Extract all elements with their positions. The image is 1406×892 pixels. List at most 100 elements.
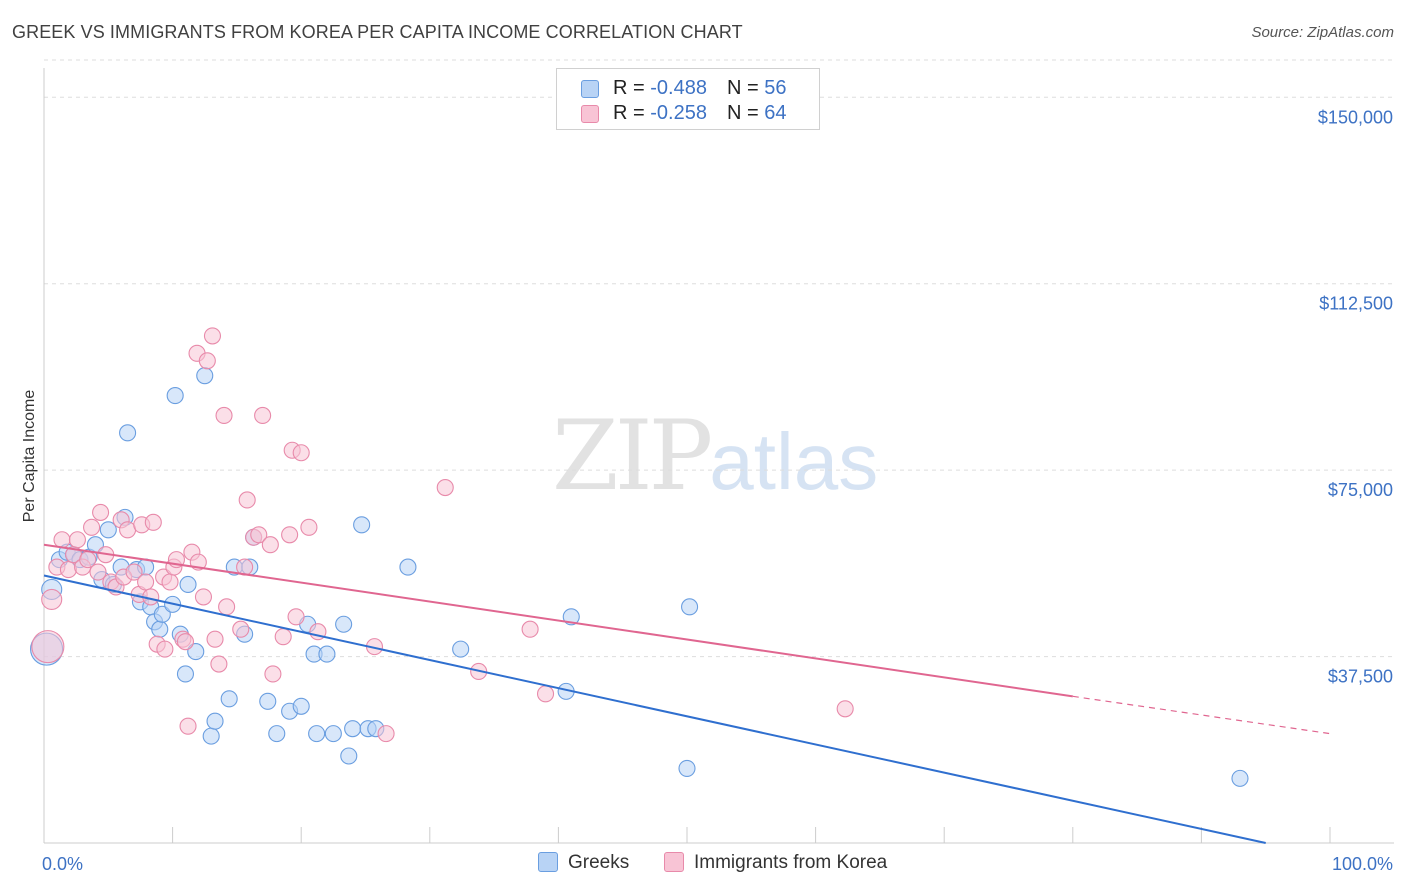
- greeks-point: [153, 605, 171, 623]
- source-label: Source: ZipAtlas.com: [1251, 24, 1394, 41]
- legend-stats-korea: R = -0.258 N = 64: [613, 102, 786, 125]
- korea-point: [125, 563, 143, 581]
- greeks-point: [292, 697, 310, 715]
- watermark-atlas: atlas: [709, 417, 879, 506]
- korea-point: [68, 531, 86, 549]
- trend-layer: [43, 543, 1331, 844]
- korea-point: [210, 655, 228, 673]
- bottom-legend-korea-label: Immigrants from Korea: [694, 852, 888, 873]
- legend-r-label: R =: [613, 102, 651, 124]
- korea-point: [198, 352, 216, 370]
- greeks-point: [452, 640, 470, 658]
- korea-point: [156, 640, 174, 658]
- greeks-point: [187, 643, 205, 661]
- greeks-point: [678, 759, 696, 777]
- korea-point: [176, 633, 195, 651]
- greeks-point: [562, 608, 580, 626]
- bottom-legend-greeks-label: Greeks: [568, 852, 630, 873]
- korea-point: [203, 327, 222, 345]
- korea-point: [92, 503, 110, 521]
- korea-point: [281, 526, 299, 544]
- points-layer: [30, 327, 1249, 787]
- greeks-point: [259, 692, 277, 710]
- legend-r-value: -0.488: [650, 77, 707, 99]
- legend-swatch-korea: [581, 105, 599, 123]
- greeks-point: [151, 620, 169, 638]
- legend-swatch-greeks: [581, 80, 599, 98]
- x-tick-label-min: 0.0%: [42, 854, 83, 874]
- korea-point: [254, 406, 272, 425]
- bottom-swatch-greeks: [538, 852, 558, 872]
- y-tick-label: $112,500: [1319, 294, 1393, 314]
- korea-point: [238, 491, 256, 509]
- greeks-point: [308, 725, 326, 743]
- greeks-point: [340, 747, 358, 765]
- legend-n-value: 64: [764, 102, 787, 124]
- korea-point: [161, 573, 179, 591]
- greeks-point: [202, 727, 220, 745]
- korea-trend-extension: [1072, 695, 1331, 735]
- greeks-point: [324, 725, 342, 743]
- axis-layer: [43, 68, 1394, 844]
- greeks-point: [399, 558, 417, 576]
- korea-point: [218, 598, 236, 616]
- x-tick-label-max: 100.0%: [1332, 854, 1393, 874]
- greeks-point: [179, 575, 197, 594]
- korea-point: [287, 608, 305, 626]
- korea-point: [41, 588, 63, 610]
- y-tick-label: $75,000: [1328, 480, 1393, 500]
- greeks-point: [268, 725, 286, 743]
- korea-point: [31, 630, 65, 664]
- korea-point: [194, 588, 213, 606]
- korea-point: [521, 620, 539, 638]
- legend-r-value: -0.258: [650, 102, 707, 124]
- bottom-legend-greeks: Greeks: [538, 852, 629, 874]
- korea-point: [119, 521, 137, 539]
- korea-point: [89, 563, 107, 581]
- greeks-point: [335, 615, 353, 633]
- korea-point: [261, 536, 279, 554]
- korea-point: [836, 700, 854, 718]
- greeks-point: [166, 387, 184, 405]
- chart-title: GREEK VS IMMIGRANTS FROM KOREA PER CAPIT…: [12, 22, 743, 42]
- greeks-point: [119, 424, 137, 442]
- korea-point: [179, 717, 197, 735]
- bottom-swatch-korea: [664, 852, 684, 872]
- korea-point: [300, 518, 318, 536]
- watermark-zip: ZIP: [552, 400, 713, 512]
- greeks-point: [196, 367, 214, 385]
- korea-point: [536, 685, 555, 703]
- korea-point: [250, 526, 268, 544]
- label-layer: $37,500 $75,000 $112,500 $150,000 0.0% 100.0%…: [21, 107, 1393, 874]
- greeks-point: [99, 521, 117, 539]
- legend-n-label: N =: [726, 77, 765, 99]
- korea-point: [292, 444, 310, 462]
- greeks-trend-line: [43, 574, 1266, 844]
- watermark: ZIPatlas: [552, 400, 878, 512]
- korea-point: [232, 620, 250, 638]
- korea-trend-line: [43, 543, 1073, 698]
- y-axis-title: Per Capita Income: [21, 390, 38, 523]
- korea-point: [274, 628, 292, 646]
- greeks-point: [318, 645, 336, 663]
- korea-point: [215, 406, 233, 425]
- greeks-point: [681, 598, 699, 616]
- korea-point: [83, 518, 101, 536]
- korea-point: [137, 573, 155, 591]
- greeks-point: [176, 665, 195, 683]
- legend-n-label: N =: [726, 102, 765, 124]
- correlation-legend: R = -0.488 N = 56 R = -0.258 N = 64: [556, 68, 820, 130]
- legend-n-value: 56: [764, 77, 787, 99]
- korea-point: [144, 513, 162, 531]
- y-tick-label: $150,000: [1318, 107, 1393, 127]
- bottom-legend-korea: Immigrants from Korea: [664, 852, 887, 874]
- korea-point: [59, 561, 77, 579]
- korea-point: [53, 531, 71, 549]
- legend-stats-greeks: R = -0.488 N = 56: [613, 77, 786, 100]
- greeks-point: [220, 690, 238, 708]
- greeks-point: [344, 720, 362, 738]
- greeks-point: [1231, 769, 1249, 787]
- greeks-point: [206, 712, 224, 730]
- korea-point: [264, 665, 282, 683]
